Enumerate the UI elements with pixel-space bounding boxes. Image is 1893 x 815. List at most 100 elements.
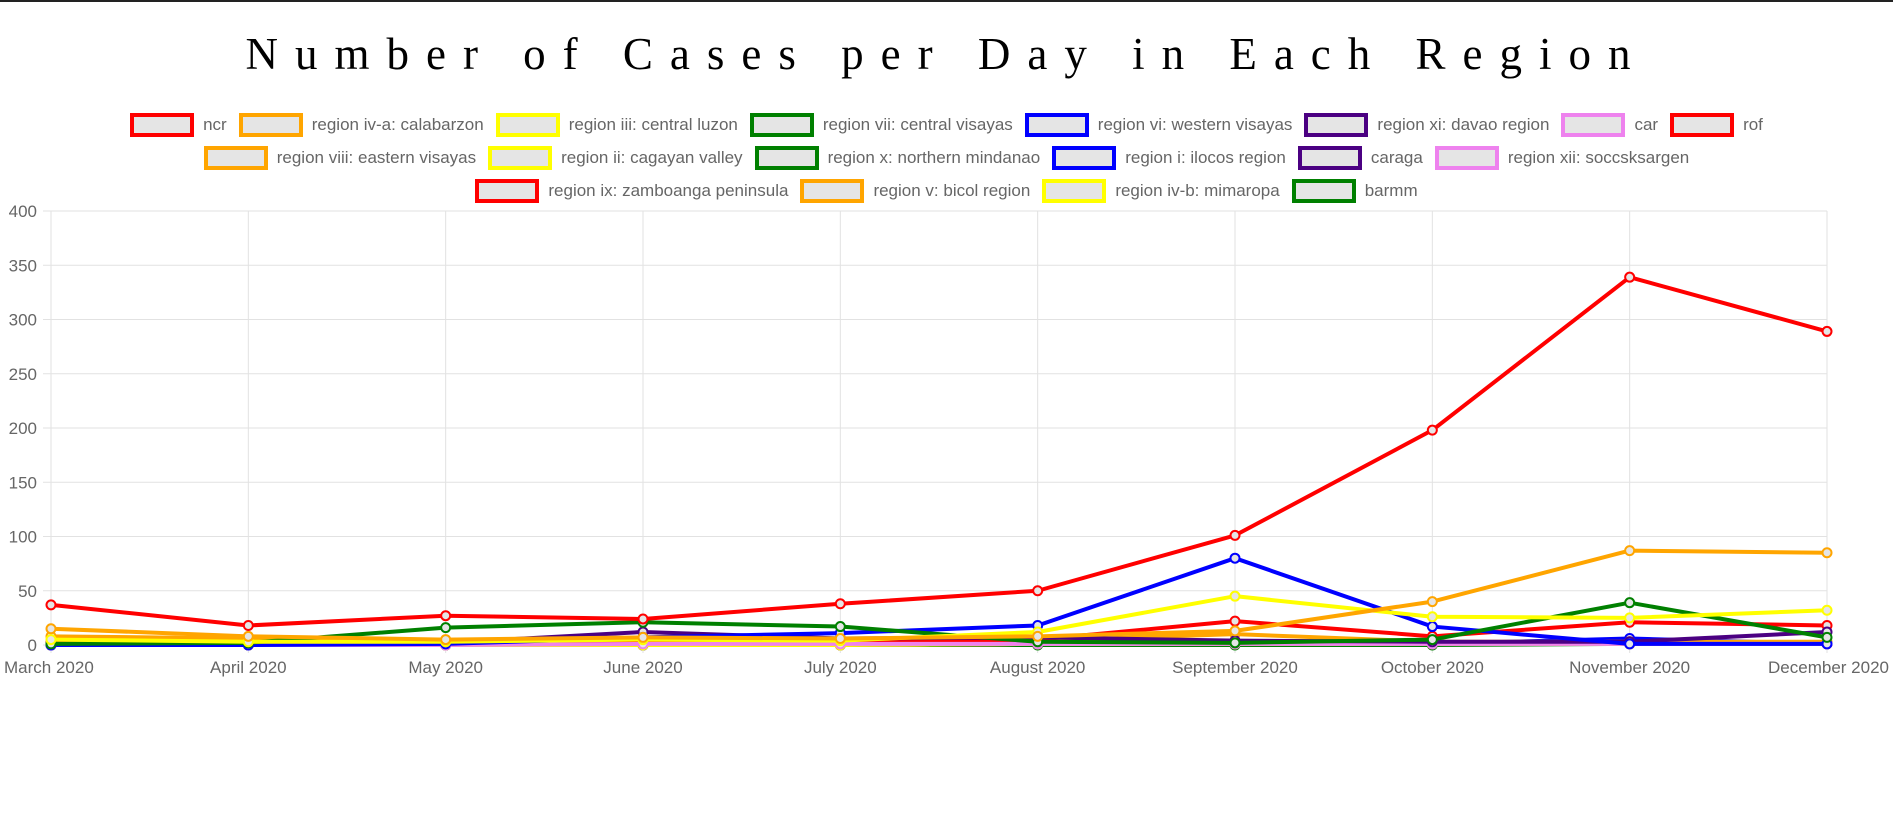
y-tick-label: 0 [28, 636, 37, 655]
legend-item[interactable]: region iii: central luzon [495, 112, 738, 137]
y-tick-label: 50 [18, 582, 37, 601]
legend-label: region xii: soccsksargen [1507, 147, 1690, 167]
legend-label: region x: northern mindanao [827, 147, 1041, 167]
data-point [1426, 634, 1438, 646]
legend-item[interactable]: region i: ilocos region [1052, 145, 1286, 170]
data-point [637, 631, 649, 643]
legend-row: ncr region iv-a: calabarzon region iii: ce… [0, 108, 1893, 141]
legend-item[interactable]: region v: bicol region [800, 178, 1031, 203]
legend-item[interactable]: caraga [1297, 145, 1423, 170]
data-point [242, 619, 254, 631]
top-border [0, 0, 1893, 2]
data-point [1624, 271, 1636, 283]
legend-item[interactable]: region xii: soccsksargen [1434, 145, 1690, 170]
series-line [51, 556, 1827, 647]
legend-item[interactable]: region xi: davao region [1304, 112, 1550, 137]
chart-title: Number of Cases per Day in Each Region [245, 29, 1648, 79]
x-tick-label: June 2020 [603, 658, 682, 677]
y-tick-label: 400 [9, 202, 37, 221]
legend-label: region iii: central luzon [568, 114, 738, 134]
data-point [1821, 325, 1833, 337]
data-point [1624, 612, 1636, 624]
data-point [1624, 638, 1636, 650]
data-point [1229, 615, 1241, 627]
data-point [637, 613, 649, 625]
x-tick-label: July 2020 [804, 658, 877, 677]
legend-label: region v: bicol region [873, 180, 1031, 200]
legend-label: region ix: zamboanga peninsula [548, 180, 789, 200]
x-tick-label: August 2020 [990, 658, 1085, 677]
legend-item[interactable]: region x: northern mindanao [754, 145, 1041, 170]
x-tick-label: September 2020 [1172, 658, 1298, 677]
legend-swatch [800, 178, 865, 203]
legend-label: region ii: cagayan valley [561, 147, 743, 167]
legend-row: region ix: zamboanga peninsula region v: … [0, 174, 1893, 207]
data-point [1032, 585, 1044, 597]
legend-item[interactable]: region vii: central visayas [749, 112, 1013, 137]
data-point [45, 623, 57, 635]
legend-item[interactable]: region iv-b: mimaropa [1042, 178, 1280, 203]
data-point [1426, 621, 1438, 633]
data-point [1624, 597, 1636, 609]
series-line [50, 548, 1828, 642]
legend-swatch [1042, 178, 1107, 203]
y-tick-label: 100 [9, 528, 37, 547]
data-point [834, 598, 846, 610]
legend-item[interactable]: region viii: eastern visayas [203, 145, 476, 170]
legend-item[interactable]: region ii: cagayan valley [488, 145, 743, 170]
data-point [1426, 596, 1438, 608]
data-point [1821, 631, 1833, 643]
data-point [1821, 604, 1833, 616]
legend-item[interactable]: barmm [1291, 178, 1418, 203]
legend-swatch [749, 112, 814, 137]
legend-label: region i: ilocos region [1125, 147, 1286, 167]
data-point [45, 599, 57, 611]
x-tick-label: November 2020 [1569, 658, 1690, 677]
data-point [834, 632, 846, 644]
data-point [1229, 637, 1241, 649]
legend-label: region vii: central visayas [822, 114, 1013, 134]
legend-item[interactable]: rof [1670, 112, 1763, 137]
legend-row: region viii: eastern visayas region ii: c… [0, 141, 1893, 174]
legend-label: ncr [203, 114, 227, 134]
line-chart: 0 50 100 150 200 250 300 350 400 March 2020 April … [4, 202, 1889, 677]
legend-swatch [1304, 112, 1369, 137]
y-tick-label: 300 [9, 311, 37, 330]
x-tick-label: March 2020 [4, 658, 94, 677]
legend-item[interactable]: car [1561, 112, 1659, 137]
legend-swatch [203, 145, 268, 170]
legend-swatch [1297, 145, 1362, 170]
legend-label: region vi: western visayas [1097, 114, 1293, 134]
data-point [1426, 611, 1438, 623]
data-point [1032, 630, 1044, 642]
legend-swatch [130, 112, 195, 137]
legend-item[interactable]: region iv-a: calabarzon [238, 112, 484, 137]
legend-label: region iv-a: calabarzon [311, 114, 484, 134]
legend-swatch [1024, 112, 1089, 137]
x-tick-label: December 2020 [1768, 658, 1889, 677]
legend: ncr region iv-a: calabarzon region iii: ce… [0, 108, 1893, 207]
legend-label: rof [1743, 114, 1763, 134]
legend-item[interactable]: region ix: zamboanga peninsula [475, 178, 789, 203]
legend-swatch [1670, 112, 1735, 137]
legend-swatch [495, 112, 560, 137]
legend-item[interactable]: region vi: western visayas [1024, 112, 1293, 137]
x-tick-label: October 2020 [1381, 658, 1484, 677]
data-point [440, 610, 452, 622]
legend-label: region xi: davao region [1377, 114, 1550, 134]
legend-item[interactable]: ncr [130, 112, 227, 137]
y-tick-label: 200 [9, 419, 37, 438]
legend-swatch [1561, 112, 1626, 137]
legend-swatch [238, 112, 303, 137]
legend-swatch [1434, 145, 1499, 170]
data-point [1229, 590, 1241, 602]
data-point [834, 621, 846, 633]
data-point [242, 630, 254, 642]
series-line [50, 275, 1828, 628]
data-point [440, 622, 452, 634]
data-point [440, 634, 452, 646]
y-tick-label: 350 [9, 256, 37, 275]
legend-label: car [1634, 114, 1659, 134]
legend-swatch [754, 145, 819, 170]
legend-swatch [1052, 145, 1117, 170]
